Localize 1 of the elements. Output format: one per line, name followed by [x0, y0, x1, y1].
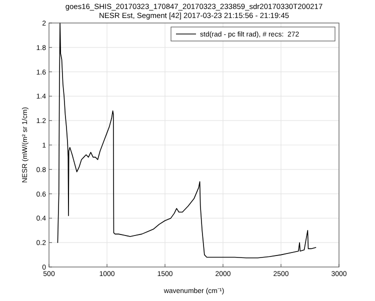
- line-series: [57, 22, 316, 258]
